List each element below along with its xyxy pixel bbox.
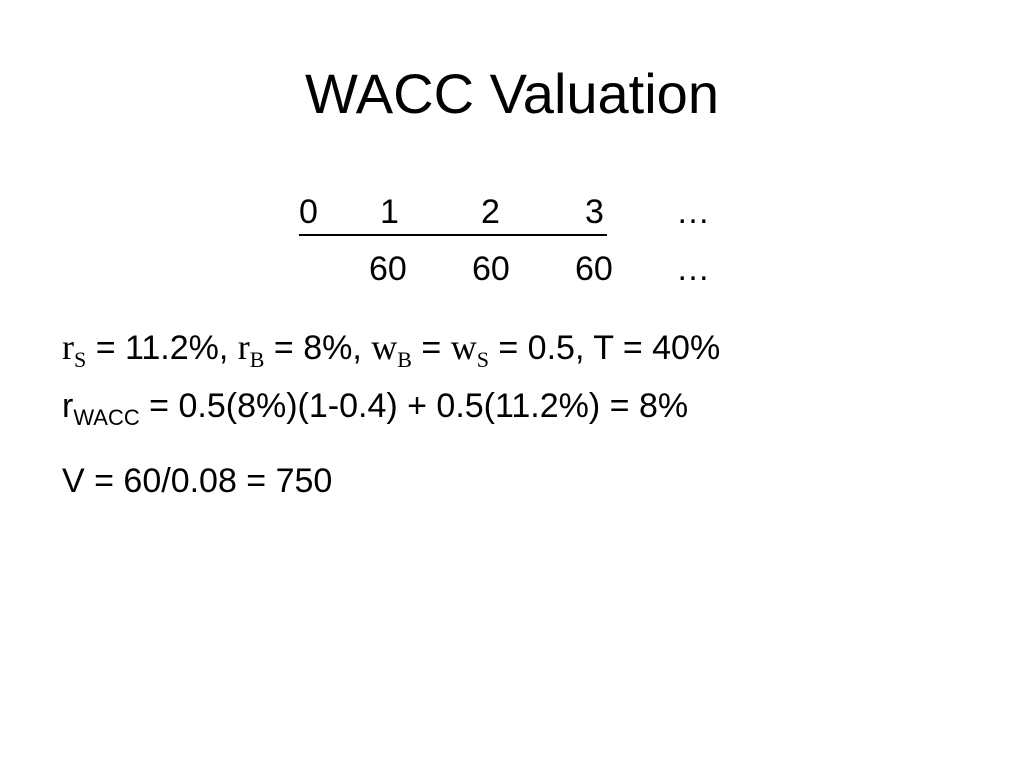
slide-title: WACC Valuation [305,62,719,125]
timeline-underline [299,234,607,236]
cash-flow-timeline: 0 1 2 3 … 60 60 60 … [0,0,1024,300]
cash-flow-3: 60 [575,250,613,288]
r-s-value: = 11.2%, [86,329,238,367]
period-2: 2 [481,193,500,231]
equals-sign: = [411,329,451,367]
r-s-symbol: rS [62,327,87,372]
period-3: 3 [585,193,604,231]
inputs-tail: = 0.5, T = 40% [488,329,721,367]
period-0: 0 [299,193,318,231]
r-b-symbol: rB [237,327,265,372]
cash-flow-1: 60 [369,250,407,288]
wacc-line: rWACC = 0.5(8%)(1-0.4) + 0.5(11.2%) = 8% [62,385,689,430]
value-line: V = 60/0.08 = 750 [62,462,333,500]
inputs-line: rS = 11.2%, rB = 8%, wB = wS = 0.5, T = … [62,326,721,372]
r-b-value: = 8%, [264,329,372,367]
period-ellipsis: … [676,193,710,231]
period-1: 1 [380,193,399,231]
cash-flow-ellipsis: … [676,250,710,288]
w-s-symbol: wS [450,327,489,372]
cash-flow-2: 60 [472,250,510,288]
w-b-symbol: wB [371,327,412,372]
r-wacc-symbol: rWACC [62,387,140,430]
wacc-expression: = 0.5(8%)(1-0.4) + 0.5(11.2%) = 8% [139,387,689,425]
